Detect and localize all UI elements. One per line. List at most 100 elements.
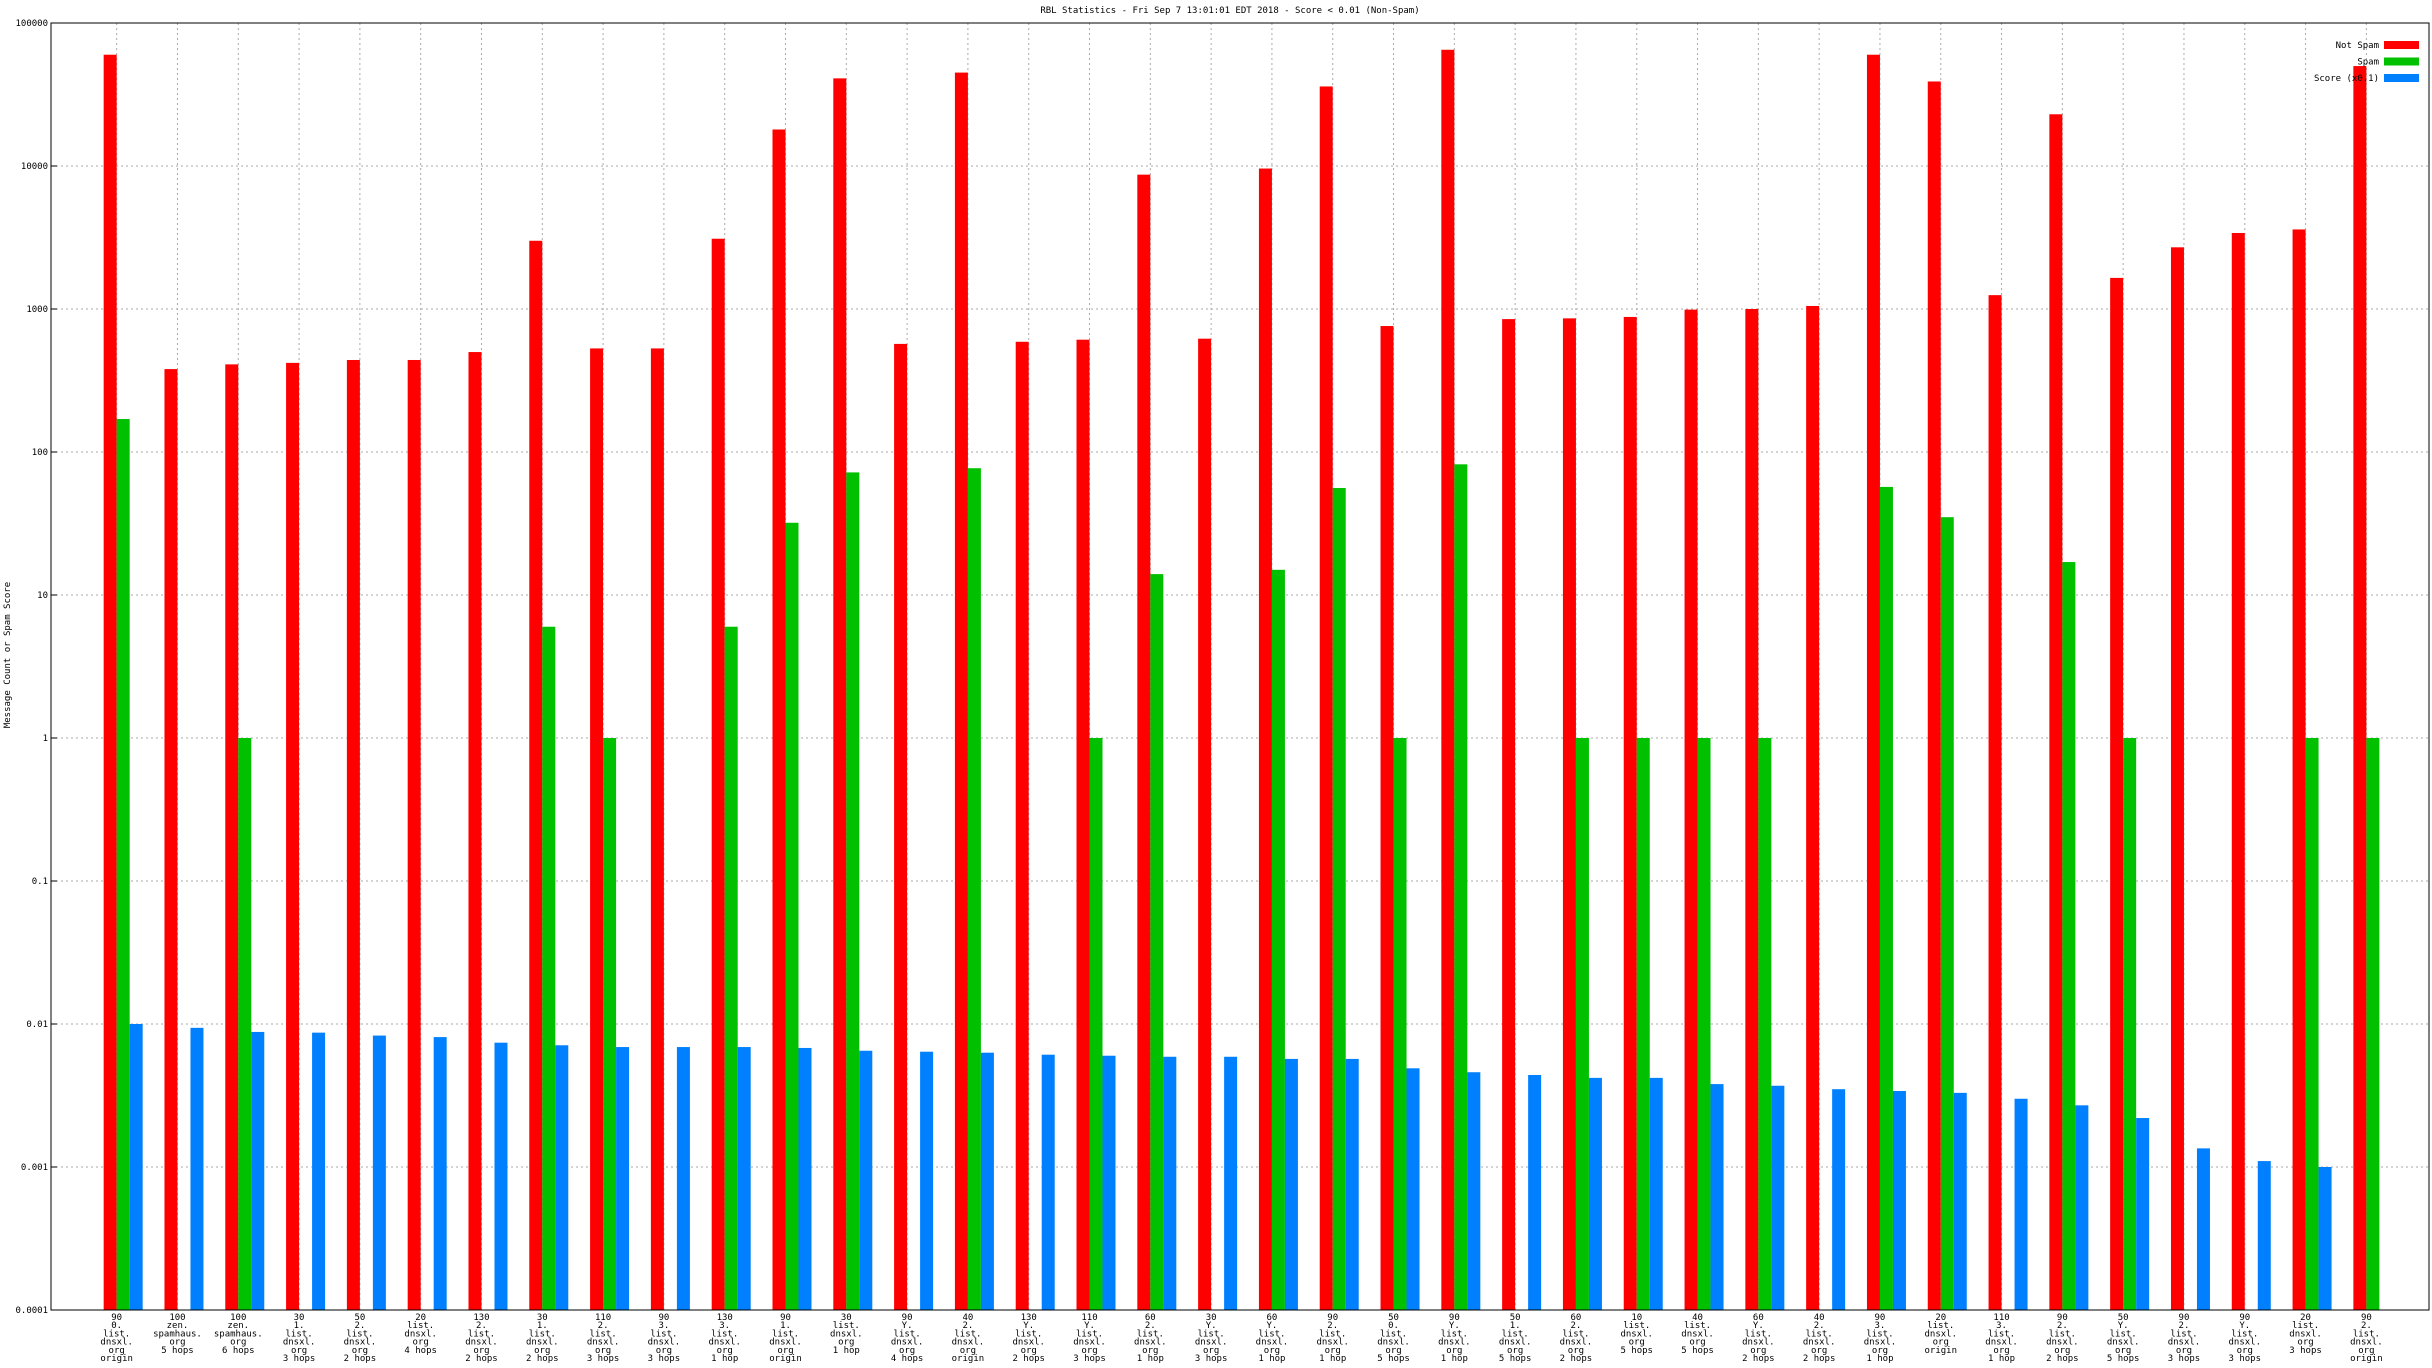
bar [1575, 738, 1589, 1310]
x-tick-label-line: org [838, 1338, 854, 1348]
bar [225, 364, 239, 1310]
x-tick-label-line: 110 [595, 1313, 611, 1323]
bar [1319, 86, 1333, 1311]
x-tick-label-line: 3 hops [2289, 1346, 2322, 1356]
bar [724, 626, 738, 1310]
x-tick-label-line: list. [468, 1329, 495, 1339]
x-tick-label-line: list. [1502, 1329, 1529, 1339]
x-tick-label-line: 5 hops [1377, 1354, 1410, 1364]
x-tick-label-line: org [1507, 1346, 1523, 1356]
x-tick-label-line: list. [1562, 1329, 1589, 1339]
x-tick-label-line: 90 [658, 1313, 669, 1323]
x-tick-label-line: org [2358, 1346, 2374, 1356]
x-tick-label-line: org [291, 1346, 307, 1356]
x-tick-label-line: list. [1927, 1321, 1954, 1331]
x-tick-label: 50 0. list. dnsxl. org 5 hops [1377, 1313, 1410, 1364]
bar [2014, 1098, 2028, 1310]
x-tick-label: 90 3. list. dnsxl. org 3 hops [648, 1313, 681, 1364]
x-tick-label-line: dnsxl. [465, 1338, 498, 1348]
x-tick-label-line: list. [650, 1329, 677, 1339]
x-tick-label-line: 4 hops [891, 1354, 924, 1364]
x-tick-label-line: 5 hops [2107, 1354, 2140, 1364]
x-tick-label-line: dnsxl. [2107, 1338, 2140, 1348]
x-tick-label-line: Y. [1084, 1321, 1095, 1331]
bar [1758, 738, 1772, 1310]
bar [798, 1047, 812, 1310]
x-tick-label-line: org [1446, 1346, 1462, 1356]
bar [103, 54, 117, 1311]
x-tick-label-line: 90 [1875, 1313, 1886, 1323]
x-tick-label-line: 2. [2361, 1321, 2372, 1331]
x-tick-label-line: origin [2350, 1354, 2383, 1364]
x-tick-label: 40 2. list. dnsxl. org origin [952, 1313, 985, 1364]
x-tick-label-line: org [595, 1346, 611, 1356]
x-tick-label-line: list. [1684, 1321, 1711, 1331]
x-tick-label-line: list. [954, 1329, 981, 1339]
x-tick-label-line: 1 hop [1137, 1354, 1164, 1364]
bar [1467, 1072, 1481, 1310]
x-tick-label-line: 5 hops [1499, 1354, 1532, 1364]
y-tick-label: 0.1 [32, 877, 48, 887]
x-tick-label-line: 130 [1021, 1313, 1037, 1323]
x-tick-label-line: org [2054, 1346, 2070, 1356]
bar [1745, 309, 1759, 1310]
bar [603, 738, 617, 1310]
x-tick-label-line: 1 hop [1866, 1354, 1893, 1364]
x-tick-label-line: org [1629, 1338, 1645, 1348]
x-tick-label-line: 30 [537, 1313, 548, 1323]
legend-swatch [2384, 74, 2419, 82]
x-tick-label-line: 1 hop [833, 1346, 860, 1356]
x-tick-label: 110 Y. list. dnsxl. org 3 hops [1073, 1313, 1106, 1364]
x-tick-label-line: 30 [294, 1313, 305, 1323]
x-tick-label-line: 60 [1145, 1313, 1156, 1323]
x-tick-label-line: dnsxl. [100, 1338, 133, 1348]
x-tick-label-line: list. [1745, 1329, 1772, 1339]
x-tick-label-line: org [534, 1346, 550, 1356]
bar [494, 1042, 508, 1310]
y-tick-label: 0.0001 [15, 1306, 48, 1316]
x-tick-label-line: org [352, 1346, 368, 1356]
x-tick-label-line: org [1568, 1346, 1584, 1356]
x-tick-label-line: spamhaus. [153, 1329, 202, 1339]
x-tick-label-line: 3. [1996, 1321, 2007, 1331]
x-tick-label-line: 0. [111, 1321, 122, 1331]
x-tick-label: 90 2. list. dnsxl. org 1 hop [1316, 1313, 1349, 1364]
bar [2353, 66, 2367, 1311]
x-tick-label-line: 2 hops [2046, 1354, 2079, 1364]
x-tick-label-line: list. [1380, 1329, 1407, 1339]
x-tick-label: 90 Y. list. dnsxl. org 3 hops [2229, 1313, 2262, 1364]
bar [1684, 309, 1698, 1311]
x-tick-label-line: list. [894, 1329, 921, 1339]
x-tick-label-line: 2 hops [526, 1354, 559, 1364]
x-tick-label-line: 4 hops [404, 1346, 437, 1356]
x-tick-label: 50 Y. list. dnsxl. org 5 hops [2107, 1313, 2140, 1364]
x-tick-label-line: 2 hops [1012, 1354, 1045, 1364]
x-tick-label-line: dnsxl. [1438, 1338, 1471, 1348]
x-tick-label-line: 2. [476, 1321, 487, 1331]
x-tick-label-line: Y. [2239, 1321, 2250, 1331]
x-tick-label: 60 2. list. dnsxl. org 2 hops [1560, 1313, 1593, 1364]
y-tick-label: 1000 [26, 305, 48, 315]
x-tick-label-line: dnsxl. [1316, 1338, 1349, 1348]
x-tick-label-line: 2. [1145, 1321, 1156, 1331]
x-tick-label-line: 50 [354, 1313, 365, 1323]
x-tick-label-line: 2. [598, 1321, 609, 1331]
x-tick-label-line: list. [2170, 1329, 2197, 1339]
x-tick-label-line: 3. [719, 1321, 730, 1331]
x-tick-label: 10 list. dnsxl. org 5 hops [1620, 1313, 1653, 1356]
bar [1198, 338, 1212, 1310]
bar [1940, 517, 1954, 1310]
x-tick-label-line: dnsxl. [708, 1338, 741, 1348]
x-tick-label-line: 130 [473, 1313, 489, 1323]
x-tick-label: 30 Y. list. dnsxl. org 3 hops [1195, 1313, 1228, 1364]
x-tick-label: 110 2. list. dnsxl. org 3 hops [587, 1313, 620, 1364]
bar [407, 359, 421, 1310]
x-tick-label-line: 90 [1327, 1313, 1338, 1323]
x-tick-label-line: dnsxl. [2229, 1338, 2262, 1348]
x-tick-label-line: 5 hops [1620, 1346, 1653, 1356]
x-tick-label-line: list. [103, 1329, 130, 1339]
x-tick-label-line: org [1993, 1346, 2009, 1356]
x-tick-label-line: 2 hops [1742, 1354, 1775, 1364]
bar [2136, 1118, 2150, 1310]
